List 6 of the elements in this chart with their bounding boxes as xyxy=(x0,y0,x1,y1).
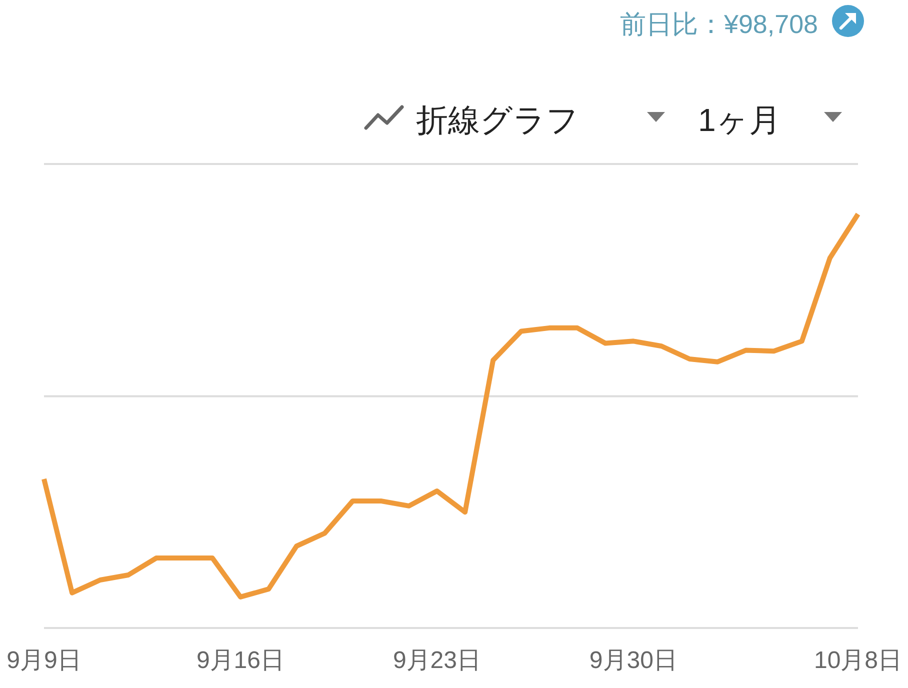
x-tick-label: 10月8日 xyxy=(814,647,902,674)
x-tick-label: 9月16日 xyxy=(196,647,284,674)
x-tick-label: 9月23日 xyxy=(392,647,481,674)
x-tick-label: 9月30日 xyxy=(589,647,678,674)
x-tick-label: 9月9日 xyxy=(6,647,82,674)
annotation: 前日比：¥98,708 xyxy=(620,9,818,39)
